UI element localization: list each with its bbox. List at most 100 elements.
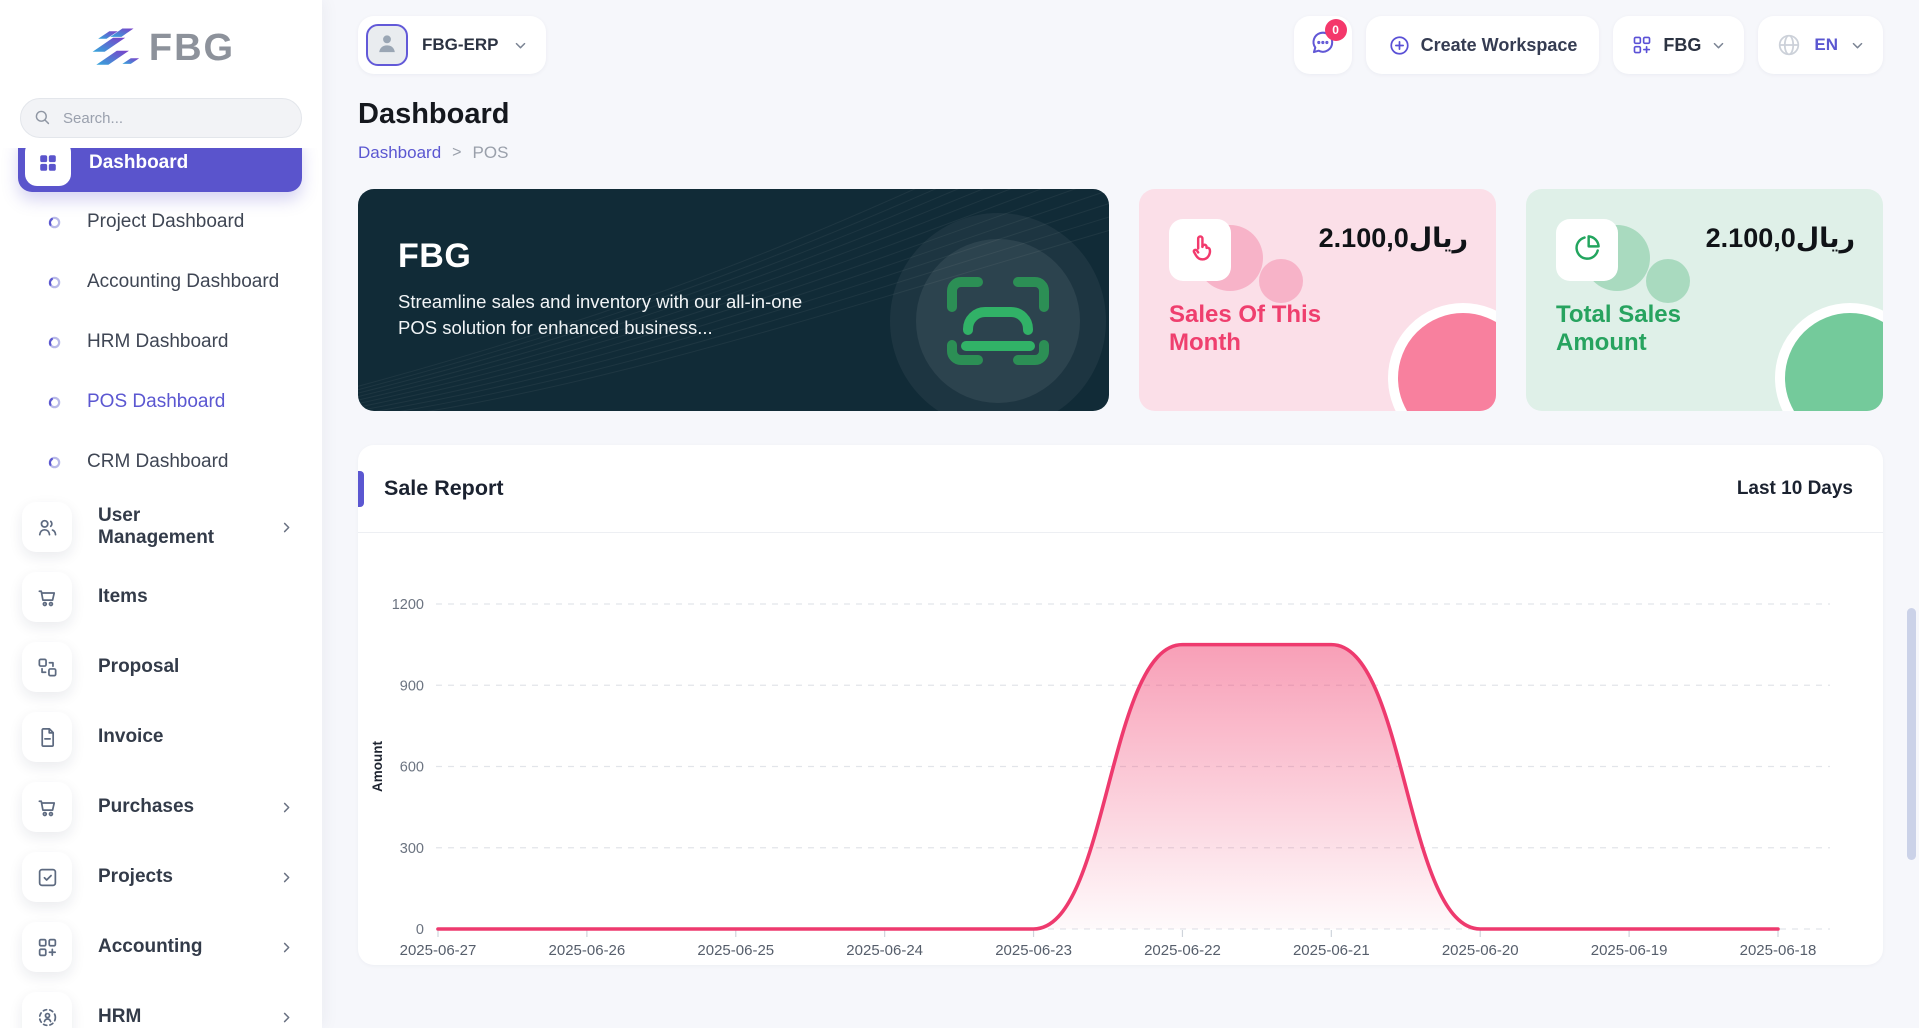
sidebar-item-accounting[interactable]: Accounting [0,912,322,982]
promo-title: FBG [398,237,472,275]
chevron-right-icon [279,870,294,885]
sidebar-item-proposal[interactable]: Proposal [0,632,322,702]
logo-wordmark: FBG [148,26,236,69]
cart-icon [22,782,72,832]
pie-chart-icon-tile [1556,219,1618,281]
chart-ylabel: Amount [370,741,385,792]
sale-report-card: Sale Report Last 10 Days 0 300 600 900 1200 2… [358,445,1883,965]
dashboard-icon [25,148,71,186]
decor-corner [1775,303,1883,411]
sidebar-item-pos-dashboard[interactable]: POS Dashboard [0,372,322,432]
sidebar-item-label: Purchases [98,796,195,817]
check-square-icon [22,852,72,902]
breadcrumb: Dashboard > POS [358,143,1883,163]
workspace-name: FBG-ERP [422,35,499,54]
chart-x-ticks [437,930,1779,937]
sidebar-item-label: Dashboard [89,152,189,173]
main-area: FBG-ERP 0 Create Workspace FBG EN Dashbo… [322,0,1919,1028]
breadcrumb-link-dashboard[interactable]: Dashboard [358,143,442,162]
svg-text:900: 900 [400,678,424,694]
sidebar-item-crm-dashboard[interactable]: CRM Dashboard [0,432,322,492]
sidebar-item-label: Projects [98,866,173,887]
ring-icon [48,336,61,349]
pie-chart-icon [1572,232,1603,268]
decor-corner [1388,303,1496,411]
sidebar-item-label: CRM Dashboard [87,451,229,472]
sidebar-item-user-management[interactable]: User Management [0,492,322,562]
cart-icon [22,572,72,622]
svg-text:2025-06-18: 2025-06-18 [1740,942,1817,959]
stat-value: 2.100,0ريال [1705,223,1855,253]
sidebar-item-hrm-dashboard[interactable]: HRM Dashboard [0,312,322,372]
promo-card: FBG Streamline sales and inventory with … [358,189,1109,411]
sidebar-item-label: Accounting [98,936,203,957]
workspace-avatar [366,24,408,66]
sidebar-item-label: Items [98,586,148,607]
sidebar-item-accounting-dashboard[interactable]: Accounting Dashboard [0,252,322,312]
sidebar-item-label: User Management [98,505,215,548]
sale-report-range: Last 10 Days [1736,477,1853,499]
chart-line [436,642,1780,931]
svg-text:600: 600 [400,760,424,776]
barcode-scan-icon [947,277,1049,365]
chevron-down-icon [1711,38,1726,53]
sidebar-item-label: Project Dashboard [87,211,245,232]
stat-label: Total Sales Amount [1556,301,1681,357]
sidebar-item-items[interactable]: Items [0,562,322,632]
svg-text:1200: 1200 [392,597,424,613]
svg-text:0: 0 [416,922,424,938]
svg-text:2025-06-25: 2025-06-25 [697,942,774,959]
chart-x-labels: 2025-06-27 2025-06-26 2025-06-25 2025-06-24… [400,942,1817,959]
topbar: FBG-ERP 0 Create Workspace FBG EN [322,0,1919,74]
search-input[interactable] [20,98,302,138]
messages-button[interactable]: 0 [1293,16,1352,74]
sale-report-header: Sale Report Last 10 Days [358,445,1883,533]
chevron-down-icon [1850,38,1865,53]
svg-text:2025-06-27: 2025-06-27 [400,942,477,959]
svg-text:2025-06-23: 2025-06-23 [995,942,1072,959]
sidebar-item-dashboard[interactable]: Dashboard [18,148,302,192]
sidebar-item-hrm[interactable]: HRM [0,982,322,1028]
sidebar-item-label: Accounting Dashboard [87,271,280,292]
ring-icon [48,276,61,289]
stat-label: Sales Of This Month [1169,301,1322,357]
sidebar: FBG Dashboard Project Dashboard Accounting… [0,0,322,1028]
create-workspace-label: Create Workspace [1420,34,1578,55]
sale-report-title: Sale Report [384,476,504,500]
svg-text:2025-06-24: 2025-06-24 [846,942,923,959]
page-title: Dashboard [358,98,510,130]
svg-text:2025-06-20: 2025-06-20 [1442,942,1519,959]
chevron-right-icon [279,520,294,535]
sidebar-item-project-dashboard[interactable]: Project Dashboard [0,192,322,252]
stat-card-total-sales-amount: 2.100,0ريال Total Sales Amount [1526,189,1883,411]
summary-cards: FBG Streamline sales and inventory with … [358,189,1883,411]
svg-text:2025-06-19: 2025-06-19 [1591,942,1668,959]
swap-boxes-icon [22,642,72,692]
page-scrollbar-thumb[interactable] [1907,608,1916,860]
chevron-down-icon [513,38,528,53]
search-icon [33,108,52,132]
sidebar-item-label: HRM Dashboard [87,331,229,352]
promo-decoration [358,189,1109,411]
create-workspace-button[interactable]: Create Workspace [1365,16,1600,74]
app-menu-button[interactable]: FBG [1613,16,1745,74]
stat-value: 2.100,0ريال [1318,223,1468,253]
globe-icon [1776,32,1802,58]
grid-plus-icon [22,922,72,972]
breadcrumb-current: POS [472,143,509,162]
sidebar-item-invoice[interactable]: Invoice [0,702,322,772]
messages-badge: 0 [1324,19,1347,41]
sidebar-item-projects[interactable]: Projects [0,842,322,912]
sidebar-nav: Dashboard Project Dashboard Accounting Das… [0,148,322,1028]
app-menu-label: FBG [1663,34,1702,55]
decor-circle [1646,259,1690,303]
workspace-selector[interactable]: FBG-ERP [358,16,546,74]
logo: FBG [0,0,322,96]
sidebar-item-label: HRM [98,1006,142,1027]
sidebar-item-purchases[interactable]: Purchases [0,772,322,842]
language-selector[interactable]: EN [1758,16,1883,74]
language-label: EN [1814,35,1838,54]
chevron-right-icon [279,940,294,955]
decor-circle [1259,259,1303,303]
